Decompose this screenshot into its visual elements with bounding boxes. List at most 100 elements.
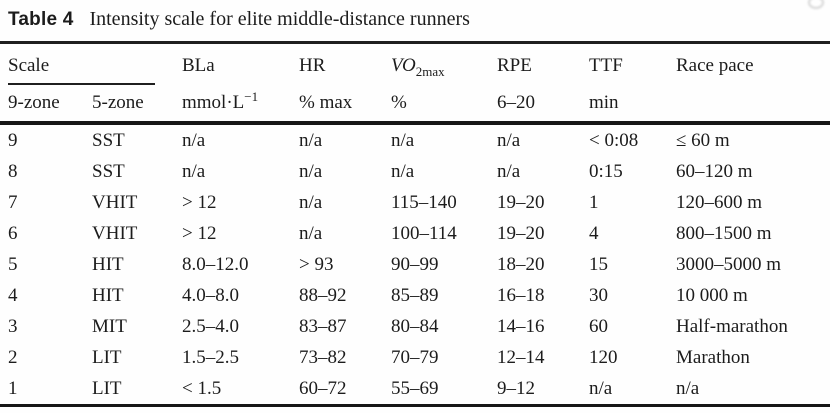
- cell-bla: 2.5–4.0: [182, 315, 239, 337]
- table-row: 3 MIT 2.5–4.0 83–87 80–84 14–16 60 Half-maratho…: [0, 311, 830, 342]
- cell-bla: < 1.5: [182, 373, 299, 407]
- cell-rpe: 19–20: [497, 191, 545, 213]
- header-row-units: 9-zone 5-zone mmol·L−1 % max % 6–20 min: [0, 85, 830, 125]
- cell-rpe: 14–16: [497, 315, 545, 337]
- col-header-vo2max: VO2max: [391, 43, 497, 86]
- bla-unit-base: mmol·L: [182, 92, 245, 113]
- cell-rpe: 16–18: [497, 284, 545, 306]
- cell-vo2max: 70–79: [391, 346, 439, 368]
- cell-vo2max: 85–89: [391, 284, 439, 306]
- cell-hr: 60–72: [299, 373, 391, 407]
- cell-9zone: 5: [8, 253, 18, 275]
- cell-hr: 88–92: [299, 284, 347, 306]
- cell-vo2max: 80–84: [391, 315, 439, 337]
- cell-vo2max: 90–99: [391, 253, 439, 275]
- cell-hr: n/a: [299, 160, 323, 182]
- cell-ttf: n/a: [589, 373, 676, 407]
- scale-spanner-rule: [8, 83, 155, 85]
- col-header-race-pace: Race pace: [676, 55, 754, 76]
- table-body: 9 SST n/a n/a n/a n/a < 0:08 ≤ 60 m 8 SST n/a n/a n/…: [0, 123, 830, 407]
- cell-ttf: 30: [589, 284, 608, 306]
- cell-5zone: HIT: [92, 284, 124, 306]
- cell-bla: 8.0–12.0: [182, 253, 249, 275]
- col-header-bla: BLa: [182, 55, 215, 76]
- cell-9zone: 2: [8, 346, 18, 368]
- cell-5zone: SST: [92, 129, 125, 151]
- cell-race-pace: 800–1500 m: [676, 222, 772, 244]
- cell-rpe: 19–20: [497, 222, 545, 244]
- cell-ttf: 1: [589, 191, 599, 213]
- cell-vo2max: 115–140: [391, 191, 457, 213]
- cell-vo2max: 100–114: [391, 222, 457, 244]
- header-row-primary: Scale BLa HR VO2max RPE TTF Race pace: [0, 43, 830, 86]
- col-header-ttf-unit: min: [589, 85, 676, 125]
- cell-5zone: VHIT: [92, 191, 138, 213]
- col-header-race-unit: [676, 85, 830, 125]
- cell-ttf: 15: [589, 253, 608, 275]
- cell-9zone: 4: [8, 284, 18, 306]
- cell-race-pace: 3000–5000 m: [676, 253, 782, 275]
- cell-ttf: 120: [589, 346, 618, 368]
- cell-hr: 73–82: [299, 346, 347, 368]
- bla-unit-exponent: −1: [244, 89, 259, 104]
- cell-race-pace: n/a: [676, 373, 830, 407]
- cell-bla: > 12: [182, 222, 217, 244]
- vo2-subscript: 2max: [415, 64, 445, 79]
- table-row: 4 HIT 4.0–8.0 88–92 85–89 16–18 30 10 000 m: [0, 280, 830, 311]
- cell-race-pace: ≤ 60 m: [676, 129, 730, 151]
- cell-ttf: 4: [589, 222, 599, 244]
- col-header-hr-unit: % max: [299, 85, 391, 125]
- col-header-vo2-unit: %: [391, 85, 497, 125]
- cell-race-pace: 120–600 m: [676, 191, 763, 213]
- col-header-hr: HR: [299, 55, 326, 76]
- col-header-9zone: 9-zone: [0, 85, 92, 125]
- scan-artifact: [808, 0, 824, 9]
- cell-race-pace: Half-marathon: [676, 315, 788, 337]
- cell-ttf: 0:15: [589, 160, 623, 182]
- cell-rpe: 12–14: [497, 346, 545, 368]
- col-header-rpe: RPE: [497, 55, 532, 76]
- col-header-scale-label: Scale: [8, 55, 50, 76]
- table-row: 6 VHIT > 12 n/a 100–114 19–20 4 800–1500 m: [0, 218, 830, 249]
- table-row: 7 VHIT > 12 n/a 115–140 19–20 1 120–600 m: [0, 187, 830, 218]
- cell-hr: n/a: [299, 129, 323, 151]
- cell-vo2max: 55–69: [391, 373, 497, 407]
- cell-hr: n/a: [299, 222, 323, 244]
- table-row: 9 SST n/a n/a n/a n/a < 0:08 ≤ 60 m: [0, 123, 830, 156]
- cell-vo2max: n/a: [391, 129, 415, 151]
- cell-5zone: HIT: [92, 253, 124, 275]
- cell-hr: 83–87: [299, 315, 347, 337]
- table-row: 2 LIT 1.5–2.5 73–82 70–79 12–14 120 Marathon: [0, 342, 830, 373]
- cell-bla: 1.5–2.5: [182, 346, 239, 368]
- cell-5zone: LIT: [92, 346, 122, 368]
- cell-9zone: 3: [8, 315, 18, 337]
- col-header-rpe-unit: 6–20: [497, 85, 589, 125]
- cell-9zone: 9: [8, 129, 18, 151]
- table-header: Scale BLa HR VO2max RPE TTF Race pace 9-…: [0, 43, 830, 125]
- cell-ttf: < 0:08: [589, 129, 639, 151]
- col-header-scale: Scale: [0, 43, 182, 85]
- cell-bla: n/a: [182, 160, 206, 182]
- cell-5zone: SST: [92, 160, 125, 182]
- cell-9zone: 6: [8, 222, 18, 244]
- cell-9zone: 7: [8, 191, 18, 213]
- table-row: 8 SST n/a n/a n/a n/a 0:15 60–120 m: [0, 156, 830, 187]
- cell-ttf: 60: [589, 315, 608, 337]
- table-row: 1 LIT < 1.5 60–72 55–69 9–12 n/a n/a: [0, 373, 830, 407]
- cell-5zone: LIT: [92, 373, 182, 407]
- table-caption-label: Table 4: [8, 9, 74, 30]
- vo2-symbol: VO: [391, 55, 416, 76]
- table-caption-text: Intensity scale for elite middle-distanc…: [89, 8, 470, 30]
- cell-5zone: VHIT: [92, 222, 138, 244]
- col-header-bla-unit: mmol·L−1: [182, 85, 299, 125]
- cell-rpe: n/a: [497, 160, 521, 182]
- cell-5zone: MIT: [92, 315, 127, 337]
- cell-hr: n/a: [299, 191, 323, 213]
- table-caption: Table 4 Intensity scale for elite middle-…: [8, 6, 810, 33]
- cell-rpe: 18–20: [497, 253, 545, 275]
- cell-bla: > 12: [182, 191, 217, 213]
- cell-9zone: 8: [8, 160, 18, 182]
- col-header-ttf: TTF: [589, 55, 623, 76]
- cell-race-pace: 10 000 m: [676, 284, 748, 306]
